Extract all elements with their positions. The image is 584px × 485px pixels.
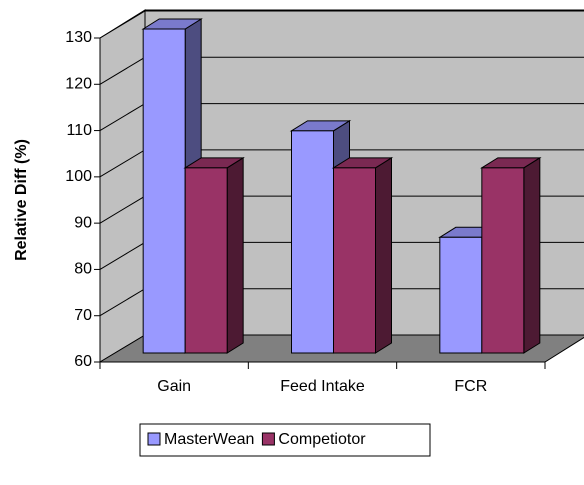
y-tick-label: 100 [65, 168, 92, 185]
bar-front [291, 130, 334, 354]
bar [480, 156, 542, 354]
bar-front [142, 28, 186, 354]
bar-front [184, 167, 228, 354]
y-tick-label: 120 [65, 76, 92, 93]
y-tick-label: 90 [74, 214, 92, 231]
legend-label: MasterWean [164, 431, 254, 448]
y-tick-label: 60 [74, 353, 92, 370]
x-tick-label: Gain [157, 378, 191, 395]
legend: MasterWean Competiotor [139, 423, 431, 457]
bar-side [226, 156, 244, 354]
side-wall [99, 9, 146, 363]
bar-side [523, 156, 541, 354]
bar-front [481, 167, 525, 354]
bar [183, 156, 245, 354]
bar-front [333, 167, 376, 354]
legend-swatch [147, 432, 161, 446]
legend-box [139, 423, 431, 457]
y-tick-label: 80 [74, 261, 92, 278]
bar-front [439, 236, 483, 354]
bar [331, 156, 394, 354]
legend-label: Competiotor [278, 431, 366, 448]
x-tick-label: FCR [454, 378, 487, 395]
y-tick-label: 130 [65, 29, 92, 46]
y-tick-label: 70 [74, 307, 92, 324]
y-axis-label: Relative Diff (%) [13, 139, 30, 261]
y-tick-label: 110 [66, 122, 92, 139]
bar-side [375, 156, 392, 354]
x-tick-label: Feed Intake [280, 378, 365, 395]
legend-swatch [261, 432, 275, 446]
grid-line [99, 10, 584, 39]
